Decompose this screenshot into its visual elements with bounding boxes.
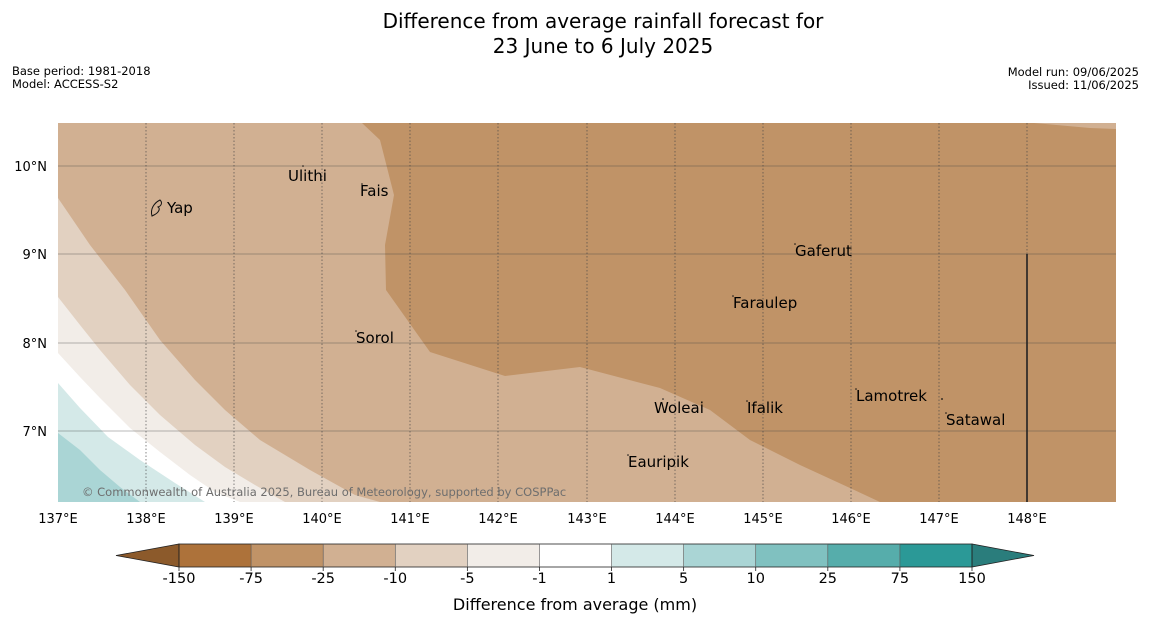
place-label-gaferut: Gaferut	[795, 242, 852, 260]
meta-left: Base period: 1981-2018 Model: ACCESS-S2	[12, 65, 151, 91]
issued-text: Issued: 11/06/2025	[1028, 78, 1139, 92]
colorbar-tick-label: -1	[532, 571, 546, 587]
title-line-2: 23 June to 6 July 2025	[492, 34, 714, 58]
island-dot	[302, 165, 304, 167]
colorbar-extend-high	[971, 543, 1035, 568]
lon-tick-label: 148°E	[1007, 512, 1047, 527]
lon-tick-label: 137°E	[38, 512, 78, 527]
colorbar-segment	[899, 544, 972, 567]
place-label-lamotrek: Lamotrek	[856, 387, 927, 405]
region-5-to-10	[58, 433, 140, 502]
lon-tick-label: 139°E	[214, 512, 254, 527]
title-line-1: Difference from average rainfall forecas…	[382, 9, 824, 33]
place-labels: Ulithi Fais Yap Gaferut Faraulep Sorol Woleai I…	[166, 165, 1005, 471]
model-text: Model: ACCESS-S2	[12, 77, 119, 91]
colorbar-tick-label: -25	[311, 571, 335, 587]
island-yap	[151, 199, 162, 217]
island-dot	[662, 398, 664, 400]
model-run-text: Model run: 09/06/2025	[1007, 65, 1139, 79]
colorbar-tick-label: 25	[819, 571, 837, 587]
colorbar-segment	[323, 544, 396, 567]
latitude-labels: 10°N 9°N 8°N 7°N	[14, 160, 47, 440]
place-label-ulithi: Ulithi	[288, 167, 327, 185]
colorbar-tick-label: -150	[163, 571, 196, 587]
place-label-fais: Fais	[360, 182, 389, 200]
meta-right: Model run: 09/06/2025 Issued: 11/06/2025	[1008, 66, 1139, 92]
gridlines	[58, 123, 1116, 502]
island-dot	[361, 183, 363, 185]
longitude-labels: 137°E 138°E 139°E 140°E 141°E 142°E 143°E 144°E…	[38, 512, 1047, 527]
region-minus-25-to-minus-75	[362, 123, 1116, 502]
lon-tick-label: 144°E	[655, 512, 695, 527]
island-dot	[732, 295, 734, 297]
colorbar-segment	[251, 544, 324, 567]
colorbar-segment	[467, 544, 540, 567]
island-dot	[355, 330, 357, 332]
region-top-right-minus-10-to-minus-25	[1034, 123, 1116, 129]
place-label-eauripik: Eauripik	[628, 453, 689, 471]
colorbar-tick-label: -75	[239, 571, 263, 587]
colorbar-segment	[755, 544, 828, 567]
colorbar-segment	[827, 544, 900, 567]
colorbar-tick-label: 75	[891, 571, 909, 587]
base-period-text: Base period: 1981-2018	[12, 64, 151, 78]
colorbar-tick-label: 10	[747, 571, 765, 587]
legend-title: Difference from average (mm)	[453, 595, 697, 614]
place-label-yap: Yap	[166, 199, 193, 217]
colorbar-legend: -150 -75 -25 -10 -5 -1 1 5 10 25 75 150	[115, 543, 1035, 587]
copyright-text: © Commonwealth of Australia 2025, Bureau…	[82, 485, 566, 499]
island-dot	[794, 243, 796, 245]
chart-title: Difference from average rainfall forecas…	[0, 9, 1150, 59]
lon-tick-label: 142°E	[478, 512, 518, 527]
place-label-ifalik: Ifalik	[747, 399, 783, 417]
lon-tick-label: 147°E	[919, 512, 959, 527]
place-label-sorol: Sorol	[356, 329, 394, 347]
place-label-satawal: Satawal	[946, 411, 1005, 429]
colorbar-tick-label: -10	[383, 571, 407, 587]
lon-tick-label: 141°E	[390, 512, 430, 527]
colorbar-tick-label: 1	[607, 571, 616, 587]
island-dot	[627, 454, 629, 456]
lat-tick-label: 9°N	[23, 248, 48, 263]
lon-tick-label: 140°E	[302, 512, 342, 527]
colorbar-segment	[539, 544, 612, 567]
island-dot	[941, 398, 943, 400]
colorbar-tick-label: 5	[679, 571, 688, 587]
colorbar-segment	[179, 544, 252, 567]
lon-tick-label: 146°E	[831, 512, 871, 527]
island-dot	[746, 400, 748, 402]
place-label-faraulep: Faraulep	[733, 294, 797, 312]
place-label-woleai: Woleai	[654, 399, 704, 417]
island-dot	[855, 388, 857, 390]
lon-tick-label: 143°E	[567, 512, 607, 527]
colorbar-segment	[611, 544, 684, 567]
lat-tick-label: 8°N	[23, 337, 48, 352]
colorbar-segment	[683, 544, 756, 567]
colorbar-outline	[178, 543, 973, 568]
lat-tick-label: 7°N	[23, 425, 48, 440]
colorbar-segment	[395, 544, 468, 567]
lon-tick-label: 138°E	[126, 512, 166, 527]
island-dot	[945, 412, 947, 414]
lon-tick-label: 145°E	[743, 512, 783, 527]
colorbar-tick-label: 150	[958, 571, 986, 587]
lat-tick-label: 10°N	[14, 160, 47, 175]
colorbar-extend-low	[115, 543, 180, 568]
colorbar-tick-label: -5	[460, 571, 474, 587]
